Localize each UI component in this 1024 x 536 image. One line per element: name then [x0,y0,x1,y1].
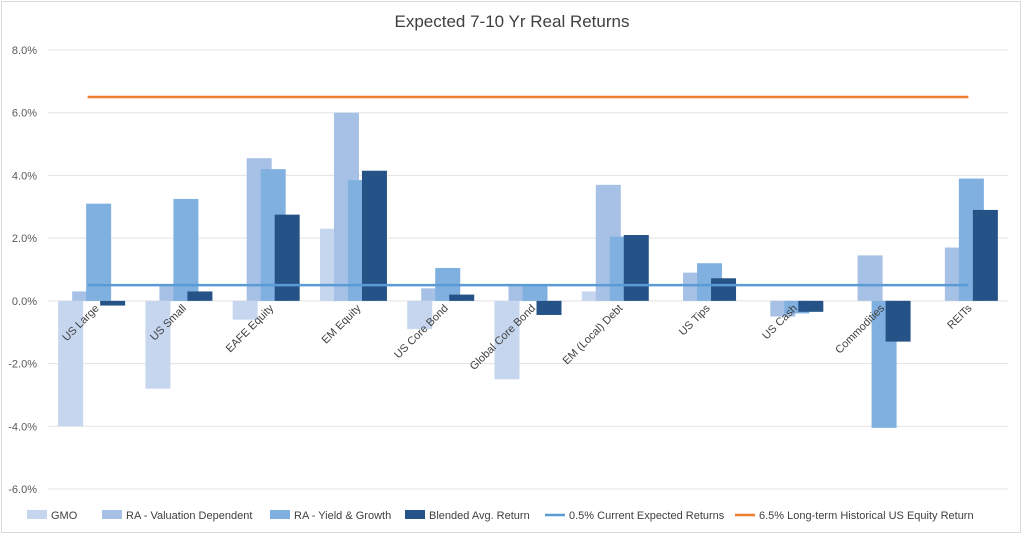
legend-swatch [270,510,290,519]
bar-gmo [232,300,258,320]
y-tick-label: -4.0% [8,421,37,433]
bar-blended-avg-return [798,300,824,312]
bar-blended-avg-return [536,300,562,315]
y-tick-label: 4.0% [12,170,37,182]
category-label: US Tips [677,302,713,338]
category-label: REITs [945,302,975,332]
reference-lines [87,95,969,287]
bar-gmo [407,300,433,330]
category-label: EM Equity [320,302,364,346]
legend-entry: Blended Avg. Return [429,510,530,522]
legend-swatch [405,510,425,519]
bar-gmo [145,300,171,389]
legend-entry: RA - Yield & Growth [294,510,391,522]
legend-swatch [102,510,122,519]
y-tick-label: -6.0% [8,484,37,496]
legend-entry: GMO [51,510,78,522]
bar-blended-avg-return [711,278,737,301]
y-tick-label: 6.0% [12,108,37,120]
legend-entry: 0.5% Current Expected Returns [569,510,725,522]
bar-blended-avg-return [361,170,387,301]
bars [58,112,998,428]
bar-gmo [581,291,607,301]
bar-blended-avg-return [274,214,300,301]
bar-gmo [494,300,520,380]
bar-blended-avg-return [187,291,213,301]
y-tick-label: 0.0% [12,296,37,308]
bar-blended-avg-return [449,294,475,301]
bar-ra-valuation-dependent [72,291,98,301]
y-tick-label: 8.0% [12,45,37,57]
bar-blended-avg-return [100,300,126,306]
legend-entry: RA - Valuation Dependent [126,510,252,522]
legend-entry: 6.5% Long-term Historical US Equity Retu… [759,510,974,522]
bar-blended-avg-return [885,300,911,342]
y-tick-label: 2.0% [12,233,37,245]
bar-blended-avg-return [972,209,998,301]
y-tick-label: -2.0% [8,359,37,371]
bar-ra-yield-growth [173,198,199,301]
bar-gmo [58,300,84,427]
chart-title: Expected 7-10 Yr Real Returns [395,12,630,31]
bar-blended-avg-return [623,235,649,301]
bar-ra-valuation-dependent [857,255,883,301]
category-label: EM (Local) Debt [561,302,626,367]
legend: GMO RA - Valuation Dependent RA - Yield & … [27,510,974,522]
y-axis-ticks: 8.0% 6.0% 4.0% 2.0% 0.0% -2.0% -4.0% -6.0% [8,45,37,496]
legend-swatch [27,510,47,519]
bar-ra-yield-growth [522,285,548,301]
